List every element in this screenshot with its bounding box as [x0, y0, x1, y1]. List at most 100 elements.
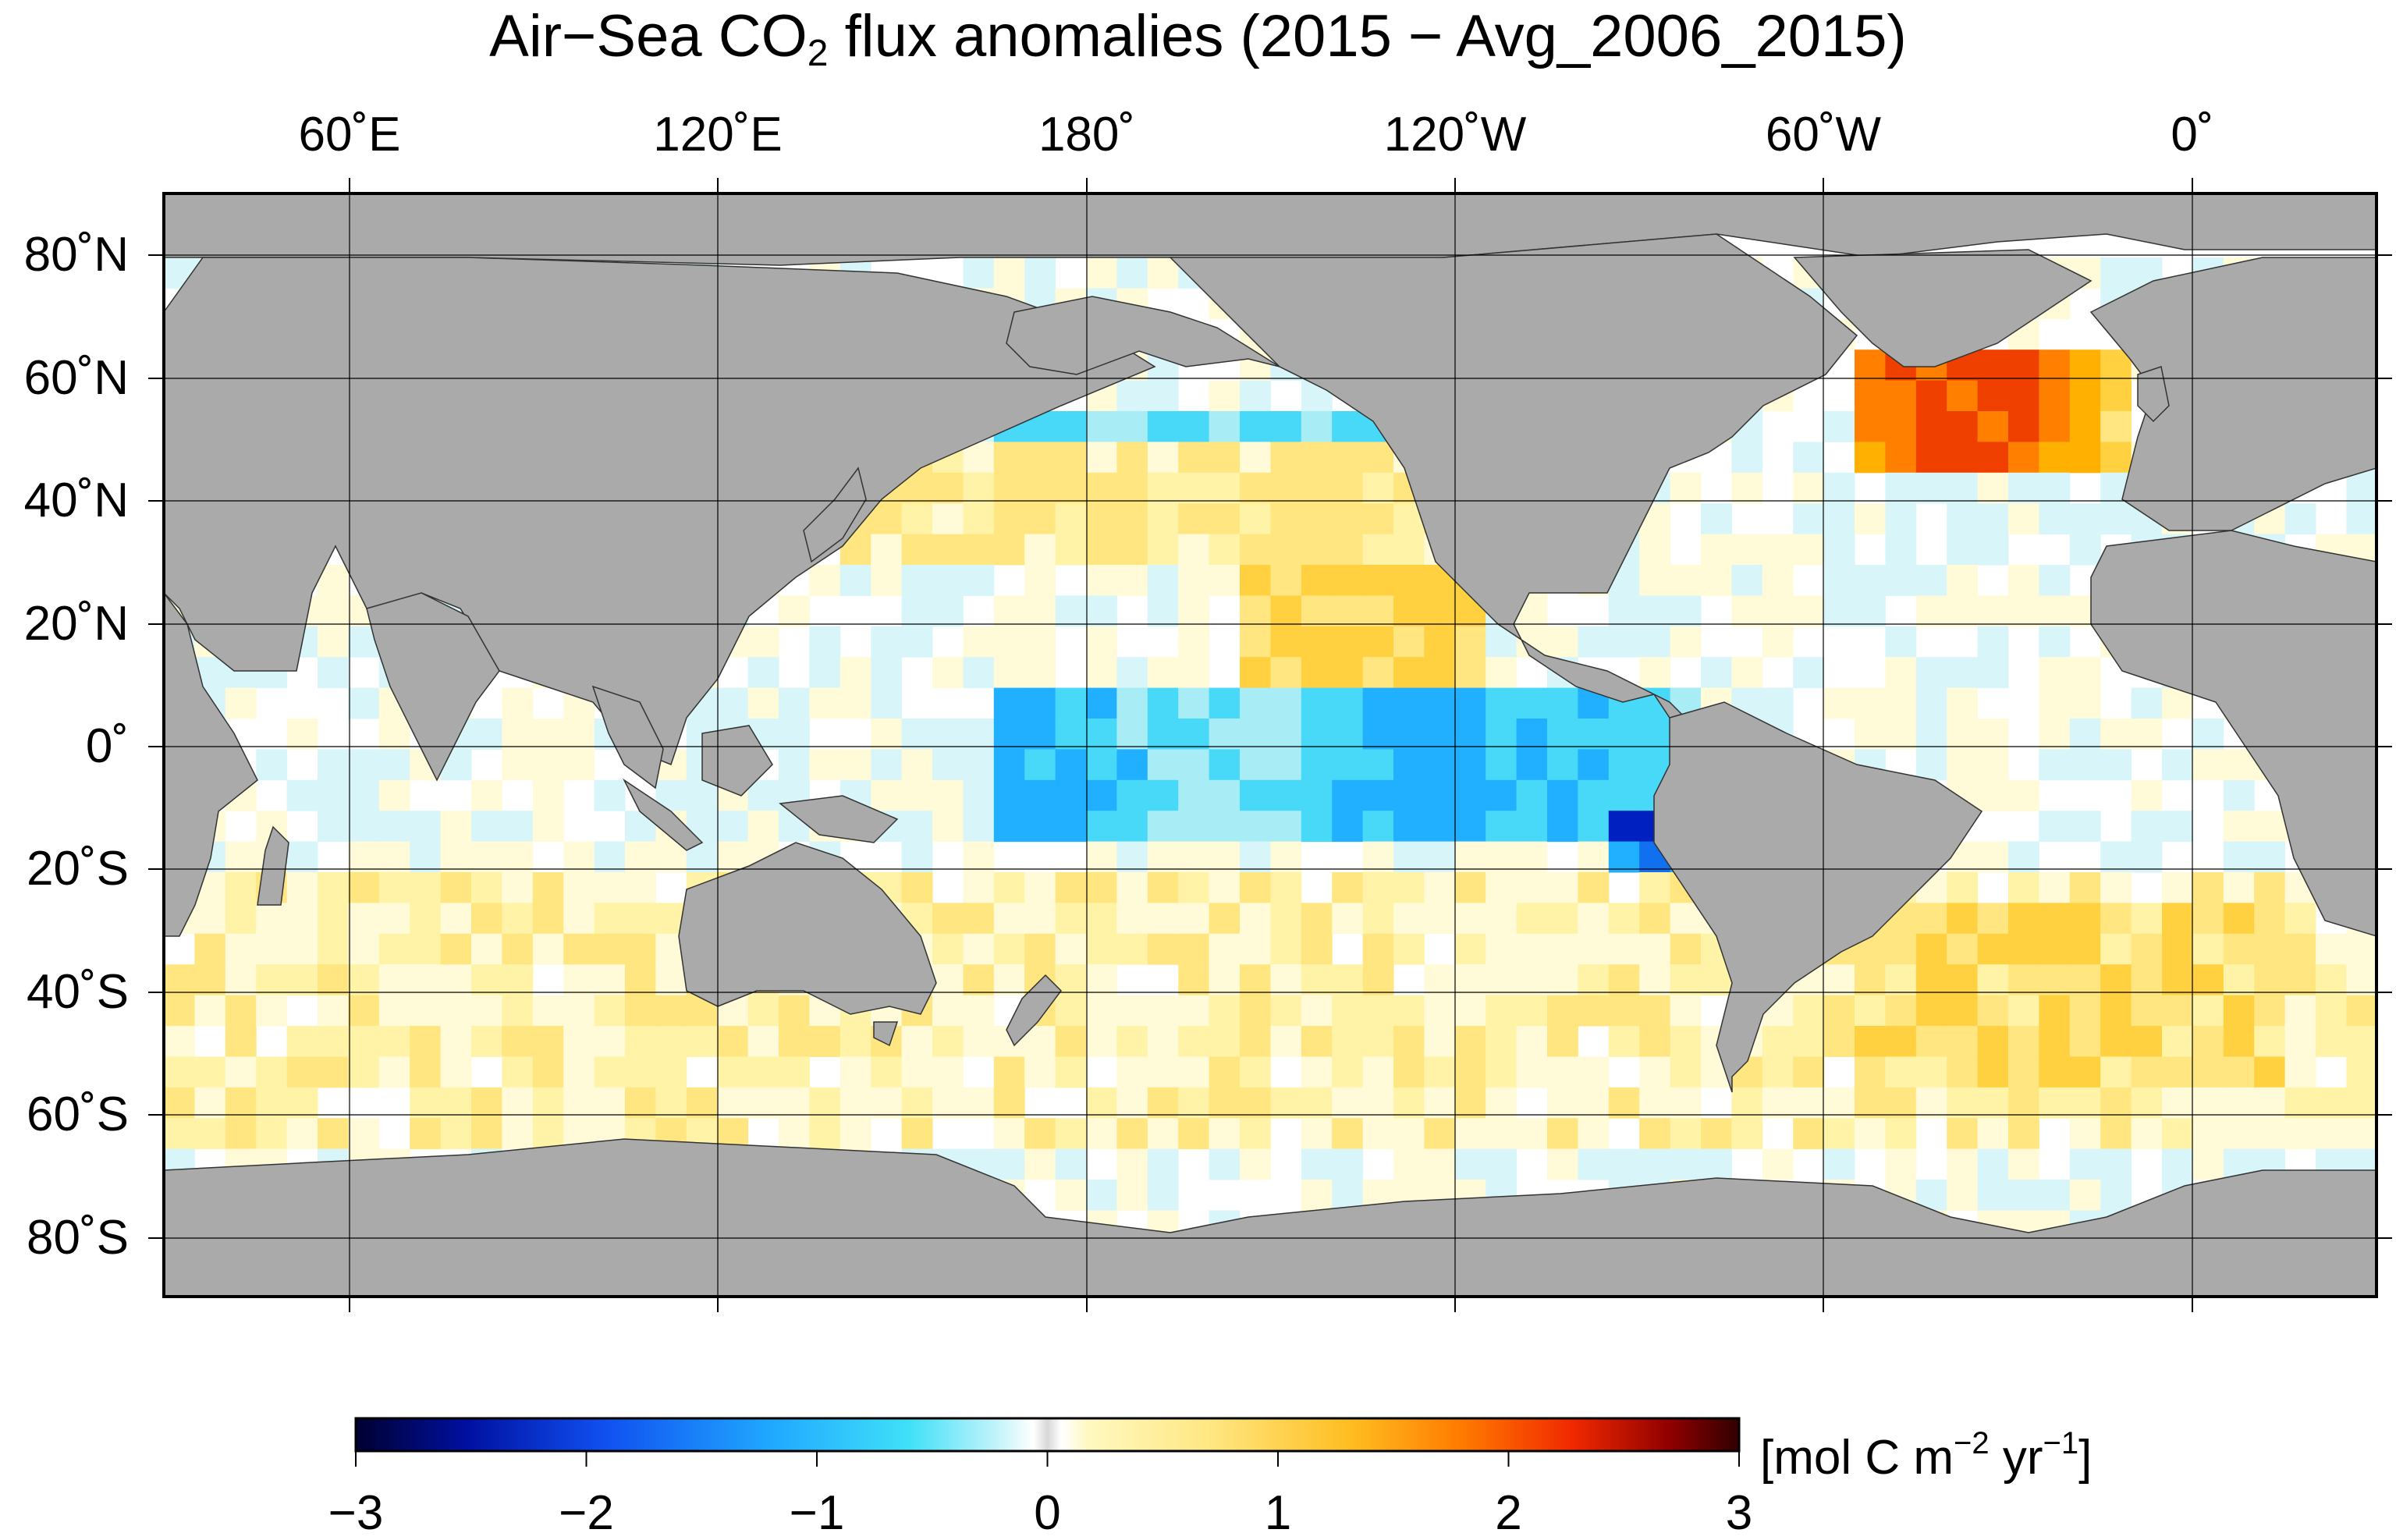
flux-cell — [963, 257, 995, 289]
flux-cell — [1209, 411, 1241, 442]
flux-cell — [2192, 1118, 2224, 1150]
flux-cell — [1147, 903, 1179, 935]
flux-cell — [2316, 1087, 2347, 1119]
flux-cell — [1578, 903, 1610, 935]
flux-cell — [1731, 1087, 1763, 1119]
flux-cell — [1301, 1180, 1333, 1211]
flux-cell — [1086, 503, 1117, 535]
flux-cell — [1393, 841, 1425, 873]
flux-cell — [1855, 1087, 1886, 1119]
flux-cell — [1486, 1056, 1517, 1088]
flux-cell — [225, 841, 257, 873]
flux-cell — [563, 719, 595, 750]
south-america-land — [1653, 701, 1983, 1093]
flux-cell — [1547, 749, 1578, 781]
flux-cell — [2131, 1087, 2163, 1119]
flux-cell — [993, 749, 1025, 781]
flux-cell — [1301, 779, 1333, 811]
flux-cell — [1055, 749, 1087, 781]
flux-cell — [2039, 657, 2071, 689]
flux-cell — [1885, 719, 1917, 750]
australia-land — [678, 842, 937, 1015]
flux-cell — [2162, 1087, 2193, 1119]
flux-cell — [1301, 1087, 1333, 1119]
flux-cell — [2223, 903, 2255, 935]
flux-cell — [1147, 1056, 1179, 1088]
flux-cell — [256, 964, 288, 996]
flux-cell — [594, 872, 626, 903]
flux-cell — [1486, 1087, 1517, 1119]
flux-cell — [1885, 687, 1917, 719]
flux-cell — [871, 534, 903, 566]
flux-cell — [2100, 964, 2132, 996]
flux-cell — [2192, 1148, 2224, 1180]
flux-cell — [1793, 995, 1825, 1027]
flux-cell — [1578, 964, 1610, 996]
flux-cell — [471, 872, 502, 903]
indochina-land — [591, 685, 664, 790]
flux-cell — [1424, 1118, 1456, 1150]
flux-cell — [1670, 1026, 1702, 1057]
flux-cell — [1578, 1148, 1610, 1180]
flux-cell — [1516, 811, 1548, 843]
flux-cell — [1178, 1118, 1210, 1150]
flux-cell — [932, 595, 964, 627]
flux-cell — [1055, 719, 1087, 750]
flux-cell — [963, 841, 995, 873]
flux-cell — [1086, 749, 1117, 781]
flux-cell — [2069, 1118, 2101, 1150]
flux-cell — [1516, 1026, 1548, 1057]
flux-cell — [2069, 657, 2101, 689]
flux-cell — [1178, 472, 1210, 504]
flux-cell — [164, 1118, 195, 1150]
flux-cell — [1209, 1056, 1241, 1088]
flux-cell — [1793, 1087, 1825, 1119]
flux-cell — [502, 719, 534, 750]
flux-cell — [1977, 1056, 2009, 1088]
flux-cell — [1147, 380, 1179, 412]
flux-cell — [1270, 779, 1302, 811]
flux-cell — [1362, 626, 1394, 658]
colorbar-tick-label: 2 — [1495, 1486, 1522, 1540]
flux-cell — [1116, 1118, 1148, 1150]
flux-cell — [1178, 1087, 1210, 1119]
flux-cell — [779, 719, 810, 750]
flux-cell — [1393, 1026, 1425, 1057]
flux-cell — [1608, 964, 1640, 996]
flux-cell — [2254, 1087, 2286, 1119]
flux-cell — [1454, 811, 1486, 843]
flux-cell — [1424, 811, 1456, 843]
flux-cell — [1209, 749, 1241, 781]
chart-title: Air−Sea CO2 flux anomalies (2015 − Avg_2… — [489, 3, 1907, 74]
flux-cell — [1608, 1087, 1640, 1119]
flux-cell — [1147, 779, 1179, 811]
flux-cell — [1301, 503, 1333, 535]
flux-cell — [1885, 442, 1917, 474]
flux-cell — [993, 1118, 1025, 1150]
flux-cell — [1885, 503, 1917, 535]
flux-cell — [1424, 1056, 1456, 1088]
flux-cell — [809, 687, 841, 719]
flux-cell — [2192, 749, 2224, 781]
flux-cell — [1701, 964, 1732, 996]
lon-label: 180˚ — [1038, 108, 1136, 161]
flux-cell — [318, 903, 349, 935]
flux-cell — [2069, 1056, 2101, 1088]
flux-cell — [2100, 872, 2132, 903]
flux-cell — [1086, 995, 1117, 1027]
flux-cell — [286, 719, 318, 750]
flux-cell — [1731, 1118, 1763, 1150]
flux-cell — [1947, 1180, 1979, 1211]
flux-cell — [2008, 841, 2039, 873]
flux-cell — [1670, 626, 1702, 658]
flux-cell — [1639, 626, 1671, 658]
flux-cell — [2008, 503, 2039, 535]
lat-label: 60˚S — [27, 1088, 129, 1141]
flux-cell — [2069, 872, 2101, 903]
flux-cell — [2346, 503, 2376, 535]
north-america-land — [1169, 233, 1858, 734]
flux-cell — [717, 841, 749, 873]
flux-cell — [256, 933, 288, 965]
japan-land — [803, 467, 867, 563]
flux-cell — [1516, 1056, 1548, 1088]
